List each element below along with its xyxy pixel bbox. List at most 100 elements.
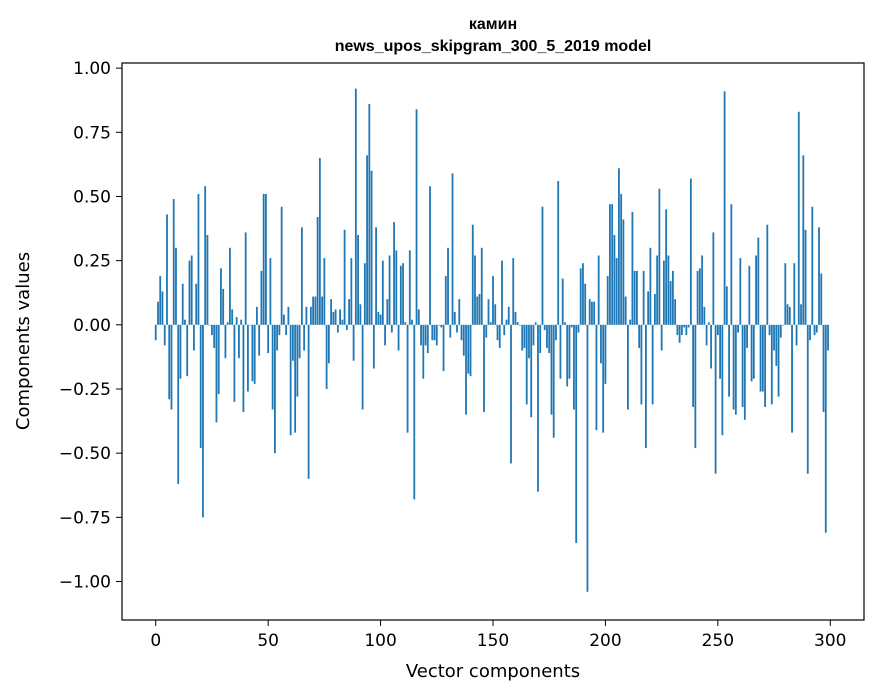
bar-175 bbox=[548, 324, 551, 354]
bar-162 bbox=[519, 324, 521, 326]
bar-86 bbox=[348, 299, 350, 325]
y-tick-label: −1.00 bbox=[59, 572, 111, 592]
bar-70 bbox=[312, 296, 315, 325]
bar-88 bbox=[352, 324, 355, 361]
bar-136 bbox=[460, 324, 463, 341]
bar-109 bbox=[399, 265, 402, 325]
bar-40 bbox=[244, 232, 247, 325]
bar-190 bbox=[582, 263, 584, 325]
bar-1 bbox=[157, 301, 159, 325]
bar-6 bbox=[168, 324, 171, 400]
bar-130 bbox=[447, 247, 449, 325]
bar-252 bbox=[721, 324, 724, 436]
bar-67 bbox=[305, 306, 308, 325]
bar-13 bbox=[184, 319, 186, 325]
bar-104 bbox=[388, 255, 391, 325]
bar-72 bbox=[316, 217, 319, 325]
bar-186 bbox=[573, 324, 575, 410]
bar-271 bbox=[764, 324, 766, 407]
bar-285 bbox=[795, 324, 798, 346]
bar-142 bbox=[474, 255, 476, 325]
bar-255 bbox=[728, 324, 730, 397]
bar-131 bbox=[449, 324, 452, 338]
bar-204 bbox=[613, 234, 616, 325]
bar-77 bbox=[327, 324, 330, 364]
y-axis-label: Components values bbox=[13, 252, 34, 430]
bar-90 bbox=[357, 234, 359, 325]
bar-134 bbox=[456, 324, 458, 333]
bar-231 bbox=[674, 299, 677, 325]
bar-39 bbox=[242, 324, 245, 413]
x-tick-label: 250 bbox=[702, 631, 734, 651]
bar-110 bbox=[402, 263, 404, 325]
bar-116 bbox=[415, 109, 418, 325]
bar-11 bbox=[179, 324, 182, 379]
bar-213 bbox=[633, 270, 636, 325]
bar-123 bbox=[431, 324, 434, 341]
bar-65 bbox=[300, 227, 303, 325]
bar-228 bbox=[667, 255, 670, 325]
bar-101 bbox=[381, 260, 384, 325]
bar-68 bbox=[307, 324, 310, 479]
bar-20 bbox=[199, 324, 202, 449]
bar-293 bbox=[813, 324, 816, 336]
y-tick-label: 1.00 bbox=[73, 59, 111, 79]
bar-21 bbox=[202, 324, 204, 518]
bar-51 bbox=[269, 258, 272, 325]
bar-149 bbox=[489, 322, 492, 325]
bar-64 bbox=[298, 324, 301, 359]
bar-54 bbox=[276, 324, 279, 351]
bar-129 bbox=[444, 276, 447, 325]
bar-282 bbox=[788, 306, 791, 325]
x-tick-label: 0 bbox=[150, 631, 161, 651]
bar-250 bbox=[716, 324, 719, 336]
bar-26 bbox=[213, 324, 216, 348]
bar-185 bbox=[570, 324, 573, 328]
bar-32 bbox=[226, 322, 229, 325]
bar-188 bbox=[577, 324, 580, 333]
bar-189 bbox=[579, 268, 582, 325]
bar-273 bbox=[768, 324, 771, 336]
bar-179 bbox=[557, 181, 560, 325]
bar-153 bbox=[498, 324, 501, 348]
bar-164 bbox=[523, 324, 526, 348]
bar-244 bbox=[703, 306, 706, 325]
bar-148 bbox=[487, 299, 490, 325]
bar-118 bbox=[420, 324, 422, 346]
bar-254 bbox=[725, 286, 728, 325]
bar-203 bbox=[611, 204, 614, 325]
bar-146 bbox=[483, 324, 485, 413]
bar-31 bbox=[224, 324, 227, 359]
bar-160 bbox=[514, 311, 517, 325]
bar-256 bbox=[730, 204, 733, 325]
bar-141 bbox=[471, 224, 474, 325]
bar-35 bbox=[233, 324, 236, 402]
bar-133 bbox=[453, 311, 456, 325]
y-tick-label: 0.25 bbox=[73, 252, 111, 272]
bar-7 bbox=[170, 324, 173, 410]
bar-211 bbox=[629, 319, 632, 325]
plot-frame bbox=[121, 62, 865, 621]
bar-87 bbox=[350, 258, 353, 325]
bar-208 bbox=[622, 219, 625, 325]
bar-166 bbox=[528, 324, 530, 359]
bar-187 bbox=[575, 324, 578, 543]
bar-154 bbox=[501, 260, 503, 325]
bar-144 bbox=[478, 294, 481, 325]
bar-199 bbox=[602, 324, 605, 433]
bar-71 bbox=[314, 296, 317, 325]
bar-30 bbox=[222, 288, 225, 325]
bar-9 bbox=[175, 247, 177, 325]
bar-58 bbox=[285, 324, 288, 336]
bar-212 bbox=[631, 211, 634, 325]
bar-224 bbox=[658, 188, 661, 325]
bar-167 bbox=[530, 324, 533, 418]
bar-268 bbox=[757, 237, 760, 325]
bar-283 bbox=[791, 324, 793, 433]
bar-92 bbox=[361, 324, 364, 410]
y-tick-label: 0.00 bbox=[73, 316, 111, 336]
bar-27 bbox=[215, 324, 218, 423]
bar-218 bbox=[645, 324, 647, 449]
bar-209 bbox=[624, 296, 627, 325]
bar-173 bbox=[543, 324, 546, 330]
